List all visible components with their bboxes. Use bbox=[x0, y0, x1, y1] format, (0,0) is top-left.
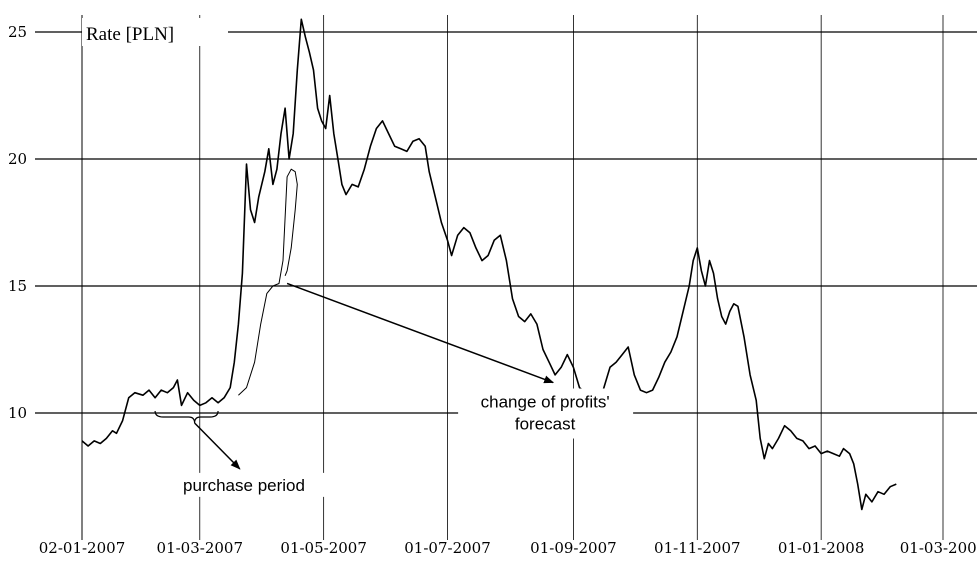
x-tick-label: 01-03-2007 bbox=[157, 539, 243, 556]
forecast-label-bg bbox=[458, 388, 634, 439]
forecast-label: forecast bbox=[515, 415, 576, 434]
purchase-period-label: purchase period bbox=[183, 476, 305, 495]
x-tick-label: 01-05-2007 bbox=[280, 539, 366, 556]
x-tick-label: 01-09-2007 bbox=[530, 539, 616, 556]
y-tick-label: 25 bbox=[8, 23, 27, 41]
x-tick-label: 01-11-2007 bbox=[654, 539, 740, 556]
x-tick-label: 01-07-2007 bbox=[404, 539, 490, 556]
series-line-forecast bbox=[238, 168, 298, 396]
purchase-period-label-bg bbox=[160, 472, 330, 497]
forecast-label: change of profits' bbox=[481, 393, 610, 412]
x-tick-label: 01-03-2008 bbox=[900, 539, 977, 556]
y-axis-title-bg bbox=[82, 18, 228, 46]
forecast-arrow bbox=[286, 282, 555, 384]
y-tick-label: 15 bbox=[8, 277, 27, 295]
x-tick-label: 01-01-2008 bbox=[778, 539, 864, 556]
y-tick-label: 10 bbox=[8, 404, 27, 422]
series-line-rate bbox=[81, 18, 897, 511]
x-tick-label: 02-01-2007 bbox=[39, 539, 125, 556]
purchase-period-arrow bbox=[194, 422, 241, 470]
y-axis-title: Rate [PLN] bbox=[86, 24, 174, 45]
purchase-period-bracket bbox=[154, 410, 219, 424]
y-tick-label: 20 bbox=[8, 150, 27, 168]
